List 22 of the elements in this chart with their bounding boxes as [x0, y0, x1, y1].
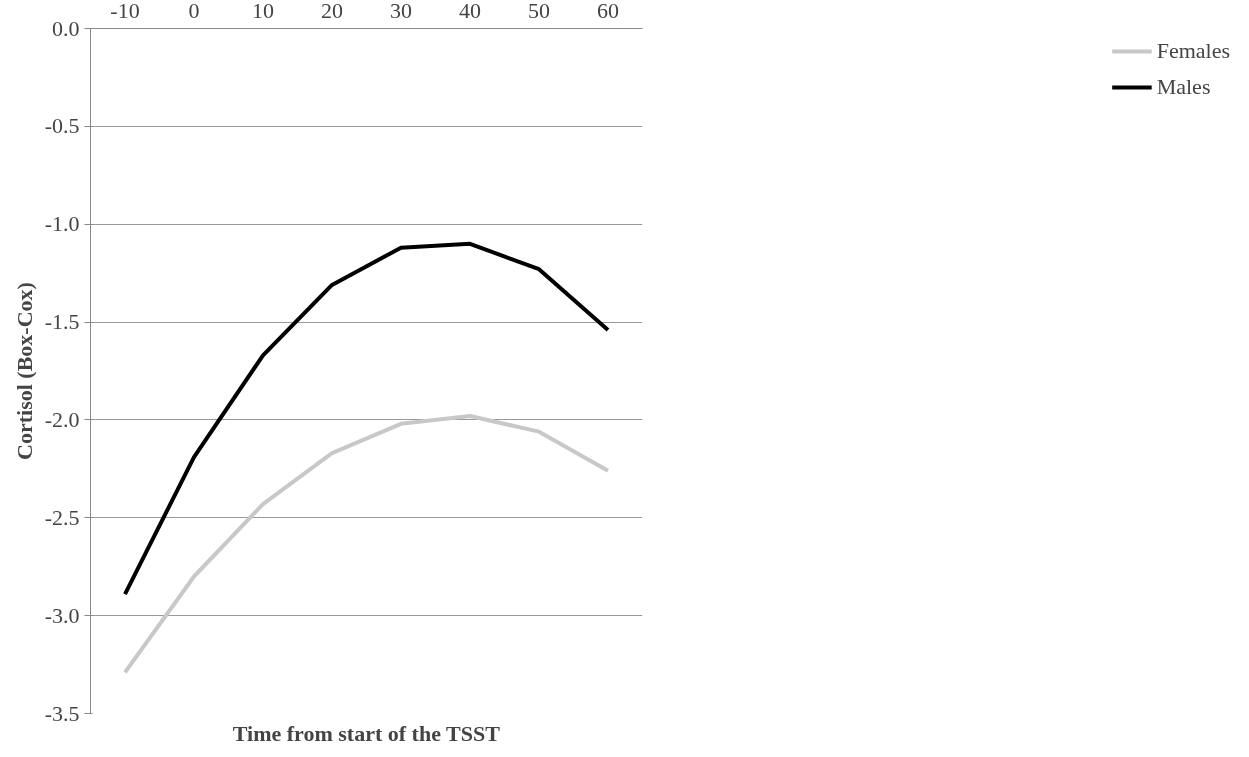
x-tick-label: 0 [188, 0, 200, 23]
y-tick-label: -2.5 [44, 504, 80, 530]
x-axis-title: Time from start of the TSST [232, 720, 501, 746]
legend-label: Males [1156, 74, 1211, 100]
line-series [123, 241, 610, 597]
x-tick-label: 20 [321, 0, 343, 23]
y-axis-title: Cortisol (Box-Cox) [11, 282, 37, 460]
legend-label: Females [1156, 38, 1230, 64]
x-tick-label: 30 [390, 0, 412, 23]
x-tick-label: 10 [252, 0, 274, 23]
y-tick-label: -0.5 [44, 113, 80, 139]
y-tick-label: -2.0 [44, 406, 80, 432]
x-tick-label: 40 [459, 0, 481, 23]
line-series [123, 414, 610, 675]
y-tick-label: -1.5 [44, 309, 80, 335]
y-tick-label: 0.0 [52, 15, 80, 41]
y-tick-label: -1.0 [44, 211, 80, 237]
x-tick-label: 60 [597, 0, 619, 23]
y-tick-label: -3.0 [44, 602, 80, 628]
x-tick-label: -10 [110, 0, 140, 23]
y-tick-label: -3.5 [44, 700, 80, 726]
x-tick-label: 50 [528, 0, 550, 23]
